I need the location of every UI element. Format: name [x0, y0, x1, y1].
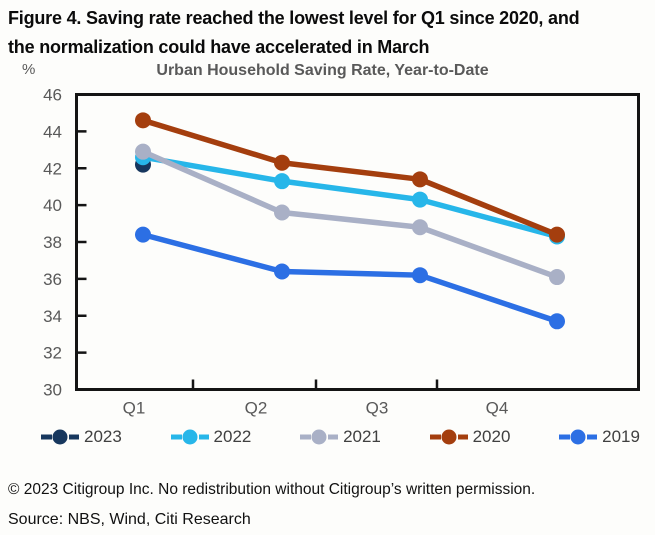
data-point-2019	[135, 226, 151, 243]
series-line-2020	[140, 117, 560, 238]
data-point-2020	[274, 154, 290, 171]
figure-title: Figure 4. Saving rate reached the lowest…	[8, 4, 648, 62]
legend-marker-2021	[300, 429, 339, 445]
x-axis-tick-label: Q3	[366, 399, 389, 418]
legend-label-2019: 2019	[602, 427, 640, 446]
data-point-2021	[549, 269, 565, 286]
data-point-2020	[135, 112, 151, 129]
x-axis-tick-label: Q4	[486, 399, 509, 418]
legend-marker-2022	[170, 429, 209, 445]
data-point-2019	[412, 267, 428, 284]
legend-item-2021: 2021	[299, 427, 381, 447]
legend-item-2023: 2023	[40, 427, 122, 447]
series-line-2021	[140, 148, 560, 280]
data-point-2020	[549, 226, 565, 243]
figure-title-line1: Figure 4. Saving rate reached the lowest…	[8, 8, 580, 28]
y-axis-tick-label: 38	[43, 233, 62, 252]
y-axis-tick-label: 34	[43, 307, 62, 326]
series-line-2019	[140, 231, 560, 325]
footer-source: Source: NBS, Wind, Citi Research	[8, 511, 251, 528]
legend-item-2022: 2022	[170, 427, 252, 447]
legend-label-2020: 2020	[472, 427, 511, 446]
figure-title-line2: the normalization could have accelerated…	[8, 36, 430, 57]
series-line-2022	[140, 154, 560, 240]
legend-marker-2023	[41, 429, 79, 445]
data-point-2021	[135, 143, 151, 160]
data-point-2022	[274, 173, 290, 190]
plot-frame	[75, 93, 640, 391]
y-axis-tick-label: 32	[43, 344, 62, 363]
x-axis-tick-label: Q1	[123, 399, 146, 418]
footer-copyright: © 2023 Citigroup Inc. No redistribution …	[8, 481, 536, 498]
legend-label-2023: 2023	[84, 427, 122, 446]
legend-item-2019: 2019	[558, 427, 640, 447]
y-axis-tick-label: 30	[43, 381, 62, 400]
data-point-2021	[412, 219, 428, 236]
chart-title: Urban Household Saving Rate, Year-to-Dat…	[156, 62, 489, 79]
y-axis-tick-label: 46	[43, 86, 62, 105]
data-point-2019	[549, 313, 565, 330]
chart-svg: 46 44 42 40 38 36 34 32 30 Q1 Q2 Q3 Q4	[43, 86, 640, 418]
legend-label-2021: 2021	[343, 427, 381, 446]
chart-legend: 2023 2022 2021 2020 2019	[40, 424, 640, 450]
legend-marker-2020	[429, 429, 468, 445]
x-axis-tick-label: Q2	[245, 399, 268, 418]
y-axis-tick-label: 40	[43, 196, 62, 215]
data-point-2021	[274, 204, 290, 221]
legend-item-2020: 2020	[429, 427, 511, 447]
data-point-2022	[412, 191, 428, 208]
legend-label-2022: 2022	[213, 427, 252, 446]
legend-marker-2019	[559, 429, 598, 445]
y-axis-unit-label: %	[22, 61, 36, 78]
y-axis-tick-label: 44	[43, 122, 62, 141]
data-point-2020	[412, 171, 428, 188]
data-point-2019	[274, 263, 290, 280]
y-axis-tick-label: 42	[43, 159, 62, 178]
y-axis-tick-label: 36	[43, 270, 62, 289]
